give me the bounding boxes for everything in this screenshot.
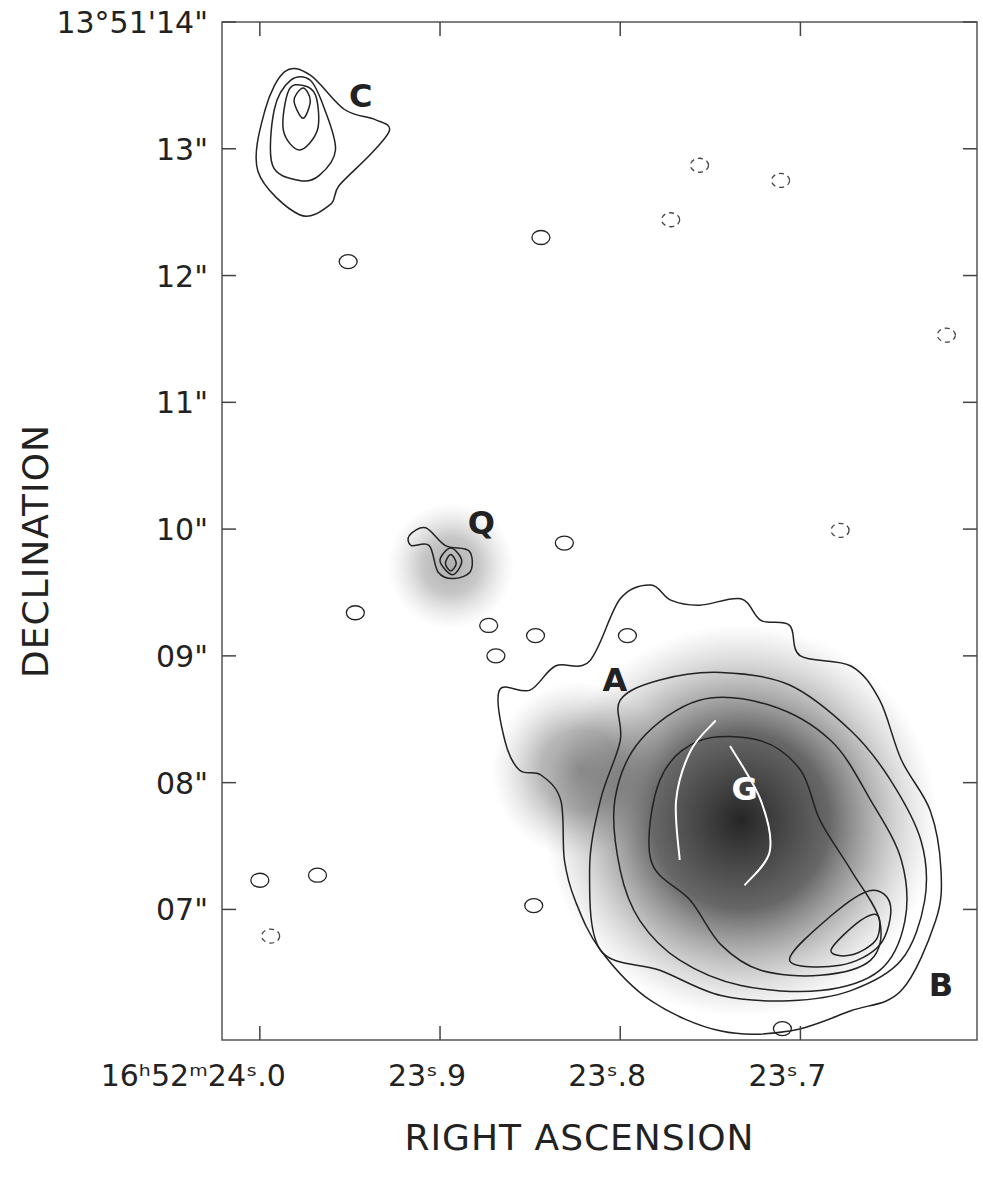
contour (498, 585, 941, 1034)
contour-island (262, 929, 280, 943)
contour (408, 528, 472, 579)
y-axis-title: DECLINATION (15, 424, 56, 678)
y-tick (222, 528, 236, 530)
contour-island (618, 629, 636, 643)
x-tick (800, 1026, 802, 1040)
y-tick-label: 13°51'14" (56, 5, 208, 40)
contour (440, 548, 462, 575)
plot-background (222, 22, 977, 1040)
contour-island (487, 649, 505, 663)
x-tick-label: 23ˢ.9 (388, 1058, 466, 1093)
optical-blob (387, 502, 514, 629)
y-tick-label: 12" (156, 259, 208, 294)
contour-island (691, 158, 709, 172)
y-tick (222, 782, 236, 784)
contour (614, 697, 907, 991)
y-tick-label: 09" (156, 639, 208, 674)
y-tick (222, 148, 236, 150)
contour (649, 737, 881, 976)
component-label: G (731, 770, 757, 808)
y-tick-right (963, 655, 977, 657)
x-tick-top (439, 22, 441, 36)
y-tick (222, 909, 236, 911)
y-tick-label: 07" (156, 892, 208, 927)
x-tick-label: 16ʰ52ᵐ24ˢ.0 (101, 1058, 286, 1093)
contour (831, 914, 880, 955)
x-tick (439, 1026, 441, 1040)
y-tick-right (963, 148, 977, 150)
y-tick-right (963, 275, 977, 277)
contour-island (662, 213, 680, 227)
contour-island (346, 606, 364, 620)
contour (445, 555, 456, 571)
contour-island (831, 523, 849, 537)
contour (256, 68, 390, 216)
contour-island (480, 618, 498, 632)
y-tick (222, 655, 236, 657)
contour-island (339, 255, 357, 269)
contour-island (937, 328, 955, 342)
contour-line (730, 746, 770, 885)
plot-area (251, 68, 956, 1035)
component-label: Q (468, 504, 495, 542)
x-tick-top (259, 22, 261, 36)
x-tick-top (800, 22, 802, 36)
contour (590, 672, 927, 1001)
y-tick-label: 11" (156, 385, 208, 420)
contour-island (555, 536, 573, 550)
y-tick-right (963, 782, 977, 784)
contour-island (525, 899, 543, 913)
component-label: B (929, 966, 953, 1004)
contour-island (773, 1022, 791, 1036)
component-label: A (602, 661, 627, 699)
y-tick (222, 402, 236, 404)
component-label: C (349, 77, 372, 115)
y-tick-label: 10" (156, 512, 208, 547)
y-tick-right (963, 402, 977, 404)
x-axis-title: RIGHT ASCENSION (404, 1117, 754, 1158)
contour-island (527, 629, 545, 643)
x-tick-top (619, 22, 621, 36)
contour-island (309, 868, 327, 882)
contour (790, 890, 891, 967)
x-tick-label: 23ˢ.7 (748, 1058, 826, 1093)
plot-frame (222, 22, 977, 1040)
y-tick-right (963, 21, 977, 23)
contour-island (251, 873, 269, 887)
y-tick-label: 08" (156, 766, 208, 801)
y-tick-right (963, 909, 977, 911)
contour-island (532, 231, 550, 245)
contour-island (772, 173, 790, 187)
chart: 16ʰ52ᵐ24ˢ.0 23ˢ.9 23ˢ.8 23ˢ.7 07" 08" 09" 10" 11… (0, 0, 983, 1180)
x-tick (619, 1026, 621, 1040)
x-tick-label: 23ˢ.8 (568, 1058, 646, 1093)
contour (283, 85, 319, 150)
y-tick (222, 21, 236, 23)
y-tick (222, 275, 236, 277)
y-tick-right (963, 528, 977, 530)
contour (270, 77, 335, 181)
contour-line (676, 721, 716, 861)
y-tick-label: 13" (156, 132, 208, 167)
contour (294, 88, 310, 118)
x-tick (259, 1026, 261, 1040)
